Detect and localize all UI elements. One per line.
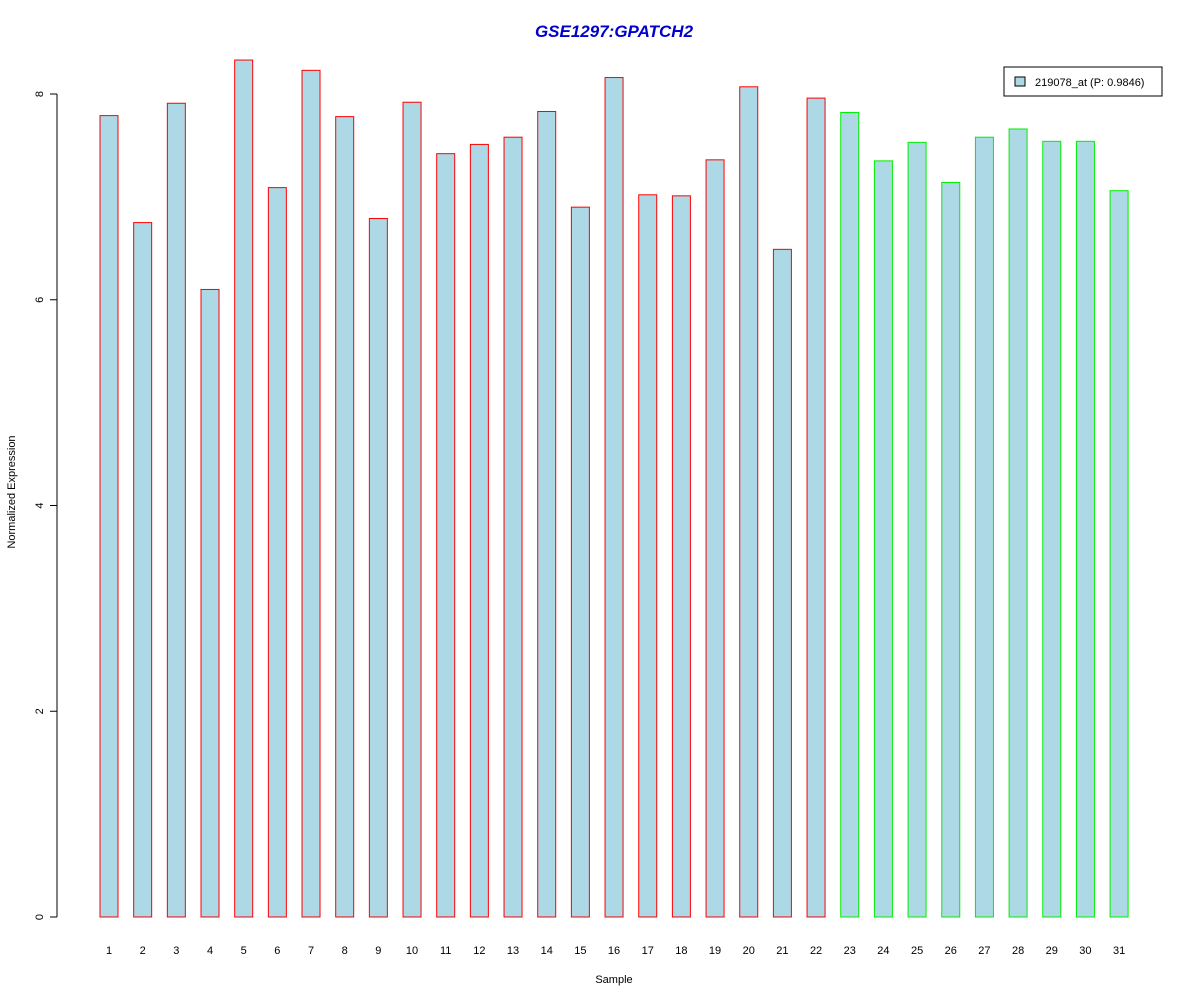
bar-sample-15 bbox=[570, 206, 590, 918]
bar-sample-22 bbox=[806, 97, 826, 918]
x-tick-label: 22 bbox=[810, 945, 822, 957]
y-tick-label: 8 bbox=[34, 91, 46, 97]
bar-sample-18 bbox=[671, 195, 691, 918]
bar-sample-6 bbox=[267, 187, 287, 918]
x-axis-label: Sample bbox=[595, 974, 632, 986]
legend-swatch bbox=[1014, 76, 1026, 87]
bar-sample-17 bbox=[638, 194, 658, 918]
chart-title: GSE1297:GPATCH2 bbox=[535, 22, 694, 41]
x-tick-label: 10 bbox=[406, 945, 418, 957]
bar-sample-9 bbox=[368, 217, 388, 918]
x-tick-label: 3 bbox=[173, 945, 179, 957]
y-tick-label: 6 bbox=[34, 297, 46, 303]
x-tick-label: 25 bbox=[911, 945, 923, 957]
x-tick-label: 23 bbox=[844, 945, 856, 957]
x-tick-label: 26 bbox=[945, 945, 957, 957]
bars bbox=[99, 59, 1129, 918]
y-tick-label: 4 bbox=[34, 502, 46, 508]
x-tick-label: 14 bbox=[541, 945, 553, 957]
x-tick-label: 21 bbox=[776, 945, 788, 957]
x-tick-label: 5 bbox=[241, 945, 247, 957]
x-tick-labels: 1 2 3 4 5 6 7 8 9 10 11 12 13 14 15 16 17 18 19 20 21 22 23 24 2… bbox=[106, 945, 1125, 957]
x-tick-label: 2 bbox=[140, 945, 146, 957]
bar-sample-8 bbox=[335, 116, 355, 918]
bar-sample-28 bbox=[1008, 128, 1028, 918]
x-tick-label: 29 bbox=[1046, 945, 1058, 957]
bar-sample-13 bbox=[503, 136, 523, 918]
x-tick-label: 4 bbox=[207, 945, 213, 957]
x-tick-label: 11 bbox=[440, 945, 451, 957]
bar-sample-20 bbox=[739, 86, 759, 918]
x-tick-label: 8 bbox=[342, 945, 348, 957]
bar-sample-5 bbox=[234, 59, 254, 918]
legend-label: 219078_at (P: 0.9846) bbox=[1035, 77, 1144, 89]
bar-sample-30 bbox=[1075, 140, 1095, 918]
y-tick-label: 2 bbox=[34, 708, 46, 714]
x-tick-label: 13 bbox=[507, 945, 519, 957]
x-tick-label: 27 bbox=[978, 945, 990, 957]
x-tick-label: 16 bbox=[608, 945, 620, 957]
y-axis: 0 2 4 6 8 bbox=[34, 91, 58, 920]
bar-sample-16 bbox=[604, 77, 624, 918]
x-tick-label: 15 bbox=[574, 945, 586, 957]
x-tick-label: 7 bbox=[308, 945, 314, 957]
x-tick-label: 9 bbox=[375, 945, 381, 957]
bar-sample-1 bbox=[99, 115, 119, 918]
legend: 219078_at (P: 0.9846) bbox=[1003, 66, 1163, 97]
bar-sample-23 bbox=[840, 112, 860, 918]
x-tick-label: 12 bbox=[473, 945, 485, 957]
x-tick-label: 28 bbox=[1012, 945, 1024, 957]
x-tick-label: 30 bbox=[1079, 945, 1091, 957]
y-axis-label: Normalized Expression bbox=[6, 435, 18, 548]
bar-sample-2 bbox=[133, 222, 153, 918]
bar-sample-14 bbox=[537, 110, 557, 918]
x-tick-label: 17 bbox=[642, 945, 654, 957]
x-tick-label: 20 bbox=[743, 945, 755, 957]
x-tick-label: 18 bbox=[675, 945, 687, 957]
x-tick-label: 19 bbox=[709, 945, 721, 957]
bar-sample-31 bbox=[1109, 190, 1129, 918]
bar-sample-3 bbox=[166, 102, 186, 918]
bar-sample-7 bbox=[301, 69, 321, 918]
bar-sample-26 bbox=[941, 181, 961, 918]
bar-sample-29 bbox=[1042, 140, 1062, 918]
bar-sample-19 bbox=[705, 159, 725, 918]
bar-sample-11 bbox=[436, 153, 456, 918]
bar-sample-21 bbox=[772, 248, 792, 918]
bar-sample-24 bbox=[873, 160, 893, 918]
bar-sample-12 bbox=[469, 143, 489, 918]
x-tick-label: 1 bbox=[106, 945, 112, 957]
x-tick-label: 31 bbox=[1113, 945, 1125, 957]
bar-sample-27 bbox=[974, 136, 994, 918]
bar-sample-4 bbox=[200, 288, 220, 918]
legend-box bbox=[1003, 66, 1163, 97]
bar-sample-10 bbox=[402, 101, 422, 918]
x-tick-label: 6 bbox=[274, 945, 280, 957]
bar-sample-25 bbox=[907, 141, 927, 918]
y-tick-label: 0 bbox=[34, 914, 46, 920]
x-tick-label: 24 bbox=[877, 945, 889, 957]
